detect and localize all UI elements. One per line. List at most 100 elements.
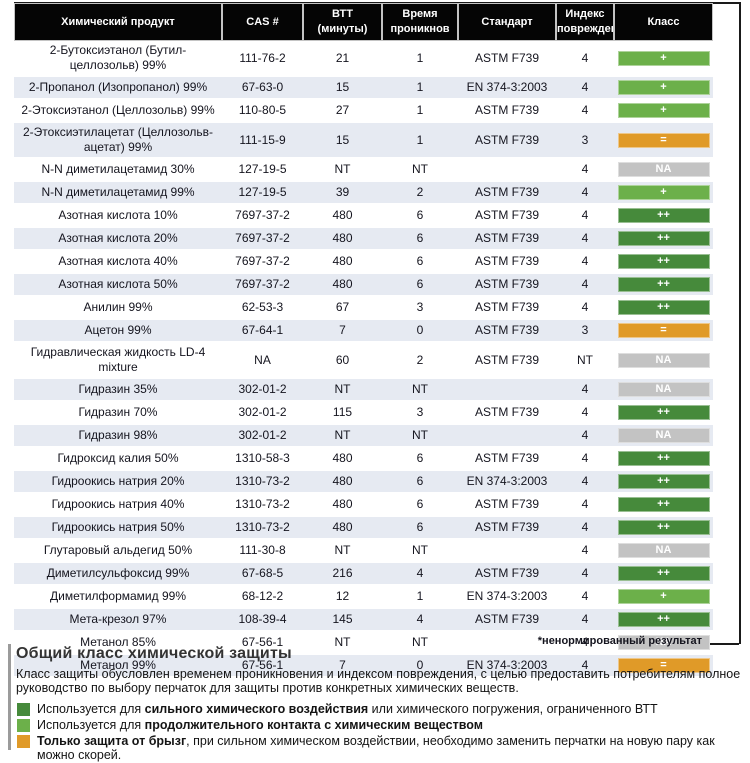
- table-row: Метанол 85% 67-56-1 NT NT 4 NA: [14, 632, 713, 655]
- class-badge: =: [617, 658, 710, 673]
- standard: ASTM F739: [458, 563, 556, 586]
- chemical-name: Диметилформамид 99%: [14, 586, 222, 609]
- breakthrough-time: 6: [382, 274, 458, 297]
- legend-item: Только защита от брызг, при сильном хими…: [16, 734, 750, 763]
- cas-number: 1310-73-2: [222, 494, 303, 517]
- header-class: Класс: [614, 3, 713, 41]
- standard: ASTM F739: [458, 100, 556, 123]
- chemical-name: 2-Бутоксиэтанол (Бутил-целлозольв) 99%: [14, 41, 222, 77]
- damage-index: 4: [556, 77, 614, 100]
- light-green-swatch: [17, 718, 30, 732]
- cas-number: 302-01-2: [222, 379, 303, 402]
- chemical-name: Метанол 85%: [14, 632, 222, 655]
- table-row: Гидразин 70% 302-01-2 115 3 ASTM F739 4 …: [14, 402, 713, 425]
- class-cell: NA: [614, 540, 713, 563]
- breakthrough-time: 1: [382, 77, 458, 100]
- header-btt-minutes: ВТТ (минуты): [303, 3, 382, 41]
- damage-index: 4: [556, 297, 614, 320]
- btt-minutes: 216: [303, 563, 382, 586]
- breakthrough-time: 0: [382, 320, 458, 343]
- class-badge: NA: [617, 428, 710, 443]
- standard: ASTM F739: [458, 320, 556, 343]
- chemical-name: Гидроокись натрия 40%: [14, 494, 222, 517]
- class-cell: NA: [614, 343, 713, 379]
- class-cell: NA: [614, 632, 713, 655]
- btt-minutes: 12: [303, 586, 382, 609]
- chemical-name: Диметилсульфоксид 99%: [14, 563, 222, 586]
- btt-minutes: NT: [303, 632, 382, 655]
- class-cell: ++: [614, 251, 713, 274]
- header-standard: Стандарт: [458, 3, 556, 41]
- table-row: Мета-крезол 97% 108-39-4 145 4 ASTM F739…: [14, 609, 713, 632]
- header-cas-number: CAS #: [222, 3, 303, 41]
- breakthrough-time: NT: [382, 540, 458, 563]
- btt-minutes: 480: [303, 274, 382, 297]
- damage-index: 4: [556, 609, 614, 632]
- btt-minutes: 480: [303, 251, 382, 274]
- breakthrough-time: 2: [382, 343, 458, 379]
- header-chemical-product: Химический продукт: [14, 3, 222, 41]
- table-row: Глутаровый альдегид 50% 111-30-8 NT NT 4…: [14, 540, 713, 563]
- chemical-name: Метанол 99%: [14, 655, 222, 678]
- standard: [458, 632, 556, 655]
- class-badge: +: [617, 103, 710, 118]
- table-row: Гидроокись натрия 20% 1310-73-2 480 6 EN…: [14, 471, 713, 494]
- table-row: Анилин 99% 62-53-3 67 3 ASTM F739 4 ++: [14, 297, 713, 320]
- chemical-name: 2-Пропанол (Изопропанол) 99%: [14, 77, 222, 100]
- btt-minutes: 480: [303, 448, 382, 471]
- breakthrough-time: NT: [382, 379, 458, 402]
- breakthrough-time: 4: [382, 563, 458, 586]
- chemical-name: Гидравлическая жидкость LD-4 mixture: [14, 343, 222, 379]
- cas-number: 7697-37-2: [222, 274, 303, 297]
- cas-number: 1310-73-2: [222, 517, 303, 540]
- breakthrough-time: 6: [382, 448, 458, 471]
- chemical-name: Азотная кислота 50%: [14, 274, 222, 297]
- chemical-name: Гидразин 70%: [14, 402, 222, 425]
- cas-number: 68-12-2: [222, 586, 303, 609]
- breakthrough-time: 6: [382, 517, 458, 540]
- section-description: Класс защиты обусловлен временем проникн…: [16, 667, 741, 696]
- table-row: Гидразин 35% 302-01-2 NT NT 4 NA: [14, 379, 713, 402]
- class-badge: ++: [617, 277, 710, 292]
- legend-text-bold: Только защита от брызг: [37, 734, 187, 748]
- breakthrough-time: 1: [382, 41, 458, 77]
- class-cell: NA: [614, 159, 713, 182]
- damage-index: 4: [556, 540, 614, 563]
- callout-right-line: [739, 2, 741, 644]
- class-cell: =: [614, 320, 713, 343]
- class-badge: +: [617, 589, 710, 604]
- table-row: 2-Этоксиэтилацетат (Целлозольв-ацетат) 9…: [14, 123, 713, 159]
- table-row: Гидразин 98% 302-01-2 NT NT 4 NA: [14, 425, 713, 448]
- class-cell: +: [614, 77, 713, 100]
- standard: ASTM F739: [458, 494, 556, 517]
- damage-index: 4: [556, 425, 614, 448]
- btt-minutes: 15: [303, 77, 382, 100]
- btt-minutes: 60: [303, 343, 382, 379]
- chemical-name: Ацетон 99%: [14, 320, 222, 343]
- breakthrough-time: 2: [382, 182, 458, 205]
- table-row: Метанол 99% 67-56-1 7 0 EN 374-3:2003 4 …: [14, 655, 713, 678]
- damage-index: 3: [556, 123, 614, 159]
- class-cell: ++: [614, 205, 713, 228]
- chemical-name: Гидроокись натрия 50%: [14, 517, 222, 540]
- breakthrough-time: NT: [382, 632, 458, 655]
- cas-number: 1310-58-3: [222, 448, 303, 471]
- btt-minutes: 67: [303, 297, 382, 320]
- damage-index: 4: [556, 655, 614, 678]
- class-badge: =: [617, 132, 710, 148]
- btt-minutes: 115: [303, 402, 382, 425]
- damage-index: 4: [556, 586, 614, 609]
- table-row: Диметилформамид 99% 68-12-2 12 1 EN 374-…: [14, 586, 713, 609]
- damage-index: 4: [556, 379, 614, 402]
- class-badge: ++: [617, 405, 710, 420]
- class-cell: ++: [614, 471, 713, 494]
- damage-index: 4: [556, 41, 614, 77]
- breakthrough-time: 0: [382, 655, 458, 678]
- chemical-name: 2-Этоксиэтилацетат (Целлозольв-ацетат) 9…: [14, 123, 222, 159]
- btt-minutes: 7: [303, 655, 382, 678]
- class-badge: NA: [617, 543, 710, 558]
- standard: [458, 540, 556, 563]
- breakthrough-time: 3: [382, 297, 458, 320]
- chemical-name: N-N диметилацетамид 99%: [14, 182, 222, 205]
- legend-text-prefix: Используется для: [37, 701, 145, 716]
